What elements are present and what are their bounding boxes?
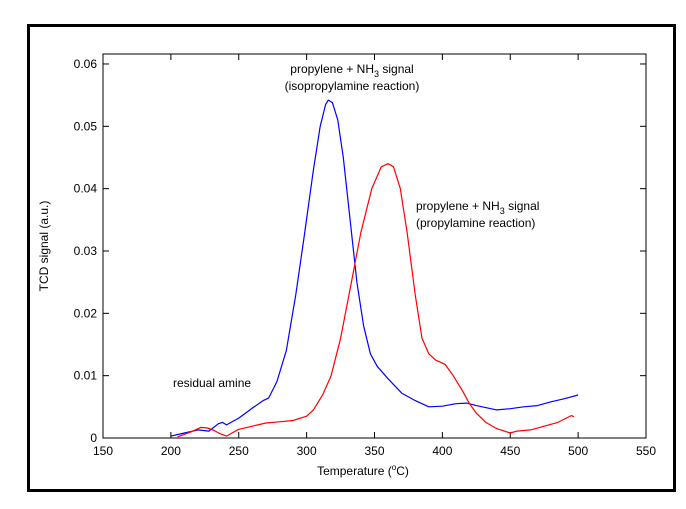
y-tick-label: 0.05: [74, 119, 98, 133]
y-axis-label: TCD signal (a.u.): [37, 201, 51, 292]
annotation-propylamine: propylene + NH3 signal (propylamine react…: [416, 199, 539, 230]
x-tick-label: 500: [568, 444, 588, 458]
x-tick-label: 450: [500, 444, 520, 458]
y-tick-label: 0.06: [74, 57, 98, 71]
x-axis-label: Temperature (oC): [317, 463, 409, 478]
y-tick-label: 0.01: [74, 369, 98, 383]
series-line-propylamine: [177, 163, 575, 438]
x-tick-label: 350: [364, 444, 384, 458]
y-tick-label: 0: [90, 431, 97, 445]
y-tick-label: 0.02: [74, 306, 98, 320]
series-line-isopropylamine: [170, 99, 579, 437]
x-tick-label: 200: [161, 444, 181, 458]
x-tick-label: 550: [636, 444, 656, 458]
y-tick-label: 0.04: [74, 182, 98, 196]
y-tick-label: 0.03: [74, 244, 98, 258]
figure-border: [27, 24, 676, 492]
x-tick-label: 400: [432, 444, 452, 458]
annotation-isopropylamine: propylene + NH3 signal (isopropylamine re…: [285, 62, 420, 93]
annotation-residual-amine: residual amine: [173, 376, 251, 390]
x-tick-label: 300: [297, 444, 317, 458]
x-tick-label: 150: [93, 444, 113, 458]
x-tick-label: 250: [229, 444, 249, 458]
